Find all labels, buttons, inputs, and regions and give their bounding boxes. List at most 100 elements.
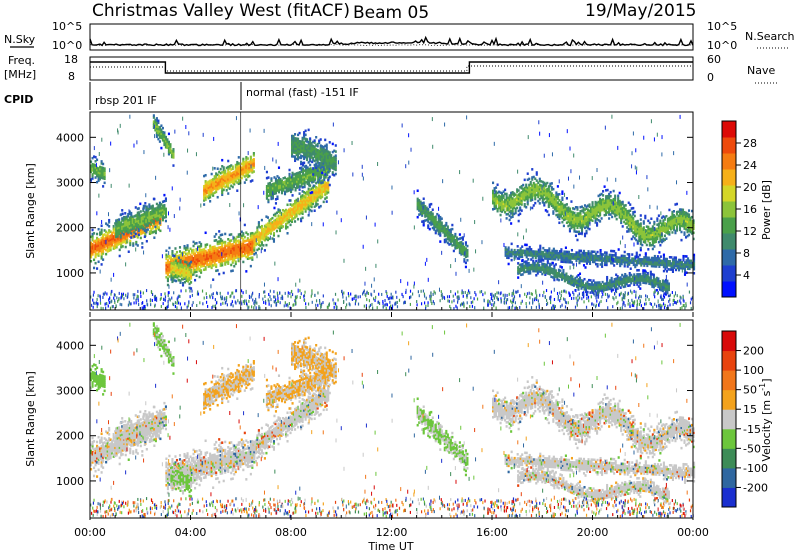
power-cell	[246, 249, 249, 252]
power-cell	[187, 260, 191, 263]
power-cell	[439, 230, 442, 233]
power-cell	[240, 168, 243, 172]
power-cell	[519, 194, 522, 197]
power-cell	[620, 201, 623, 204]
power-cell	[203, 256, 206, 259]
power-cell	[183, 263, 186, 266]
power-cell	[291, 187, 294, 191]
power-cell	[150, 231, 153, 235]
power-cell	[209, 264, 212, 268]
power-cell	[525, 197, 528, 201]
power-cell	[174, 267, 178, 271]
power-cell	[312, 148, 315, 152]
power-cell	[277, 176, 281, 180]
power-cell	[154, 207, 157, 210]
power-cell	[428, 215, 431, 219]
power-cell	[227, 252, 230, 255]
power-cell	[307, 189, 310, 193]
power-cell	[585, 213, 588, 217]
power-cell	[321, 147, 324, 150]
power-cell	[210, 250, 213, 253]
power-cell	[203, 248, 206, 251]
power-cell	[325, 145, 328, 149]
power-cell	[278, 211, 282, 214]
power-cell	[659, 235, 662, 239]
power-cell	[221, 189, 224, 192]
power-cell	[434, 229, 437, 233]
power-cell	[292, 147, 295, 150]
power-cell	[585, 231, 588, 235]
power-cell	[629, 215, 632, 219]
power-cell	[231, 177, 234, 181]
power-cell	[143, 217, 146, 220]
power-cell	[108, 235, 111, 238]
power-cell	[179, 281, 182, 284]
power-cell	[308, 169, 311, 173]
power-cell	[234, 256, 237, 259]
power-cell	[424, 211, 427, 214]
power-cell	[550, 186, 553, 189]
power-cell	[160, 203, 163, 206]
power-cell	[249, 180, 252, 183]
power-cell	[681, 224, 685, 228]
power-cell	[169, 149, 172, 152]
power-cell	[221, 177, 224, 180]
power-cell	[308, 177, 311, 181]
power-cell	[324, 193, 327, 196]
power-cell	[502, 190, 505, 193]
power-cell	[535, 171, 538, 174]
power-cell	[90, 164, 93, 168]
power-cell	[206, 257, 209, 261]
power-cell	[555, 207, 558, 211]
power-cell	[677, 214, 680, 218]
power-cell	[443, 240, 446, 244]
power-cell	[449, 238, 452, 242]
power-cell	[544, 184, 547, 188]
power-cell	[300, 203, 303, 206]
power-cell	[284, 218, 288, 222]
power-cell	[237, 176, 240, 179]
power-cell	[277, 218, 280, 222]
power-cell	[650, 235, 653, 239]
power-cell	[662, 229, 665, 233]
power-cell	[495, 186, 498, 189]
power-cell	[321, 173, 324, 176]
power-cell	[151, 208, 154, 211]
power-cell	[657, 228, 660, 232]
power-cell	[568, 209, 571, 213]
power-cell	[215, 249, 218, 252]
power-cell	[239, 173, 242, 177]
power-cell	[599, 193, 602, 197]
power-cell	[288, 185, 291, 188]
power-cell	[106, 248, 109, 251]
power-cell	[180, 263, 184, 267]
power-cell	[236, 175, 239, 178]
power-cell	[228, 179, 231, 182]
power-cell	[310, 195, 313, 199]
power-cell	[291, 214, 294, 217]
power-cell	[564, 246, 567, 250]
power-cell	[541, 195, 544, 198]
power-cell	[535, 193, 538, 197]
power-cell	[171, 280, 174, 284]
power-cell	[237, 243, 240, 247]
power-cell	[239, 169, 242, 173]
power-cell	[154, 225, 157, 229]
power-cell	[253, 240, 256, 244]
cpid-mode-rbsp: rbsp 201 IF	[95, 94, 157, 107]
power-cell	[319, 186, 322, 190]
power-cell	[656, 227, 659, 231]
beam-title: Beam 05	[353, 3, 429, 23]
power-cell	[287, 220, 291, 224]
power-cell	[436, 212, 439, 216]
power-cell	[259, 236, 262, 239]
power-cell	[550, 194, 553, 197]
power-cell	[210, 178, 213, 182]
power-cell	[313, 151, 316, 155]
power-cell	[615, 205, 618, 209]
power-cell	[630, 229, 633, 233]
power-cell	[309, 153, 312, 157]
power-cell	[317, 180, 320, 184]
power-cell	[520, 195, 523, 198]
power-cell	[268, 194, 271, 197]
